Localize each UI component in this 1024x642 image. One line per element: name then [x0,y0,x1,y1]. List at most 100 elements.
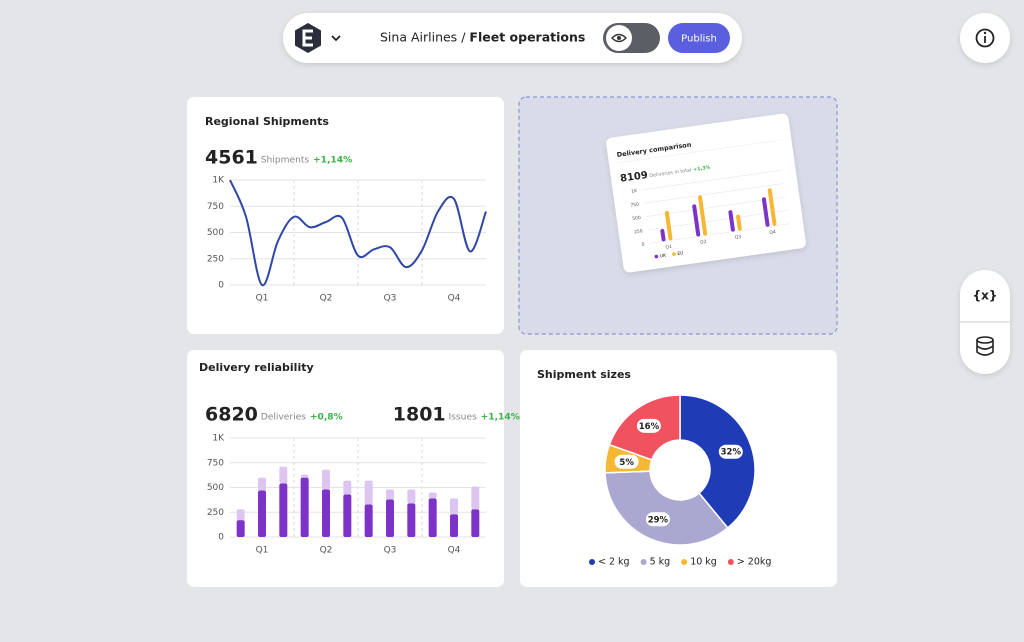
value-label: 29% [648,515,669,525]
bar-segment [236,520,245,537]
legend-swatch [640,559,647,565]
x-tick-label: Q4 [769,229,776,236]
bar-segment [258,477,266,491]
publish-label[interactable]: Publish [681,34,717,45]
data-button[interactable] [976,336,994,356]
x-tick-label: Q2 [700,239,707,246]
grid-line [642,170,782,190]
y-tick-label: 0 [218,281,224,291]
bar-segment [300,474,309,478]
x-tick-label: Q4 [448,546,461,556]
value-label-bg [718,444,743,459]
bar-segment [300,477,309,537]
x-tick-label: Q3 [384,294,397,304]
legend-swatch [672,252,676,256]
y-tick-label: 1K [212,434,225,444]
legend-label: UK [659,253,667,260]
legend-swatch [589,559,595,565]
bar [736,214,742,231]
kpi-label: Deliveries in total [649,167,692,179]
bar-segment [343,480,352,495]
variables-button[interactable]: {x} [973,289,998,303]
y-tick-label: 250 [634,228,643,235]
bar-segment [471,509,480,537]
donut-slice [604,470,729,546]
bar-segment [279,466,288,484]
bar-segment [450,514,458,537]
card[interactable] [520,350,837,587]
value-label: 16% [639,422,660,432]
x-tick-label: Q4 [448,294,461,304]
y-tick-label: 0 [218,533,224,543]
line [229,179,487,287]
grid-line [650,223,790,244]
y-tick-label: 500 [207,483,224,493]
kpi-label: Shipments [261,155,310,165]
separator [617,139,783,164]
x-tick-label: Q2 [320,294,333,304]
bar [698,195,708,236]
card[interactable] [187,350,504,587]
info-button[interactable] [960,13,1010,63]
legend-swatch [654,254,659,259]
value-label: 32% [721,448,742,458]
kpi-change: +0,8% [310,412,343,422]
legend-label: > 20kg [737,557,772,568]
x-tick-label: Q3 [734,234,741,241]
card[interactable] [187,97,504,334]
y-tick-label: 1K [212,176,225,186]
legend-label: 5 kg [650,557,671,568]
kpi-value: 8109 [619,170,648,185]
kpi-label: Issues [449,412,478,422]
bar-segment [322,489,330,537]
bar [761,197,770,227]
kpi-value: 4561 [205,147,258,169]
y-tick-label: 500 [207,228,224,238]
bar-segment [471,486,480,510]
bar-segment [258,490,266,537]
grid-line [644,183,784,204]
y-tick-label: 500 [632,215,641,222]
bar-segment [407,503,416,537]
x-tick-label: Q1 [256,294,269,304]
kpi-label: Deliveries [261,412,307,422]
kpi-change: +1,14% [313,155,352,165]
y-tick-label: 250 [207,508,224,518]
legend-label: EU [677,250,684,257]
y-tick-label: 750 [207,458,224,468]
bar-segment [428,492,437,499]
bar-segment [343,494,352,537]
bar-segment [386,499,394,537]
bar-segment [428,498,437,537]
donut-slice [679,394,756,529]
legend-label: 10 kg [690,557,717,568]
y-tick-label: 1K [631,188,639,195]
bar [728,210,735,232]
breadcrumb-parent[interactable]: Sina Airlines [380,30,457,45]
legend-label: < 2 kg [598,557,630,568]
publish-button[interactable] [668,23,730,53]
bar-segment [364,480,373,505]
kpi-value: 1801 [393,404,446,426]
bar-segment [322,469,330,490]
kpi-value: 6820 [205,404,258,426]
card-title: Delivery reliability [199,361,314,374]
breadcrumb-separator: / [461,30,466,45]
x-tick-label: Q1 [256,546,269,556]
legend-swatch [727,559,734,565]
card-title: Shipment sizes [537,368,631,381]
value-label-bg [636,418,661,433]
y-tick-label: 750 [630,201,639,208]
logo[interactable] [295,23,341,53]
bar-segment [364,504,373,537]
card-title: Regional Shipments [205,115,329,128]
x-tick-label: Q1 [665,244,672,251]
breadcrumb-current: Fleet operations [469,30,585,45]
legend-swatch [681,559,688,565]
bar-segment [386,489,394,500]
preview-toggle[interactable] [603,23,660,53]
value-label-bg [614,454,639,469]
